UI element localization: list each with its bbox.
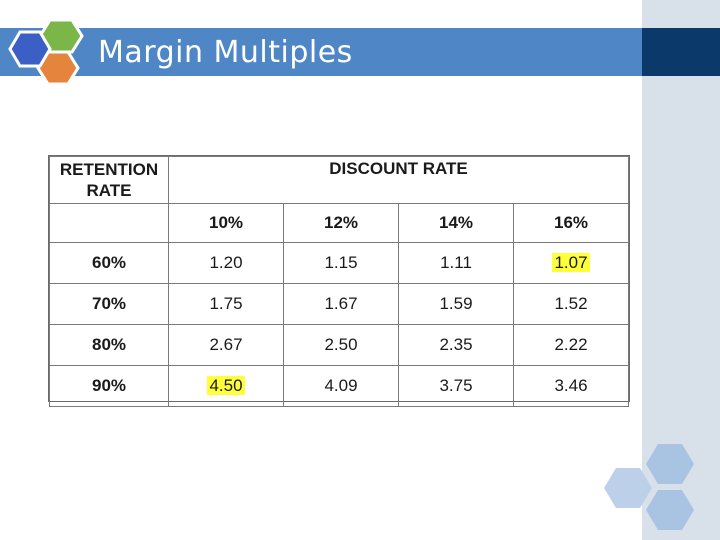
multiple-cell: 1.07 <box>513 242 629 284</box>
retention-rate-cell: 60% <box>49 242 169 284</box>
multiple-cell: 1.52 <box>513 283 629 325</box>
multiple-cell: 1.75 <box>168 283 284 325</box>
title-bar-accent <box>642 28 720 76</box>
retention-rate-cell: 80% <box>49 324 169 366</box>
retention-rate-cell: 70% <box>49 283 169 325</box>
retention-rate-header: RETENTION RATE <box>49 156 169 204</box>
multiple-value: 2.67 <box>209 335 243 354</box>
multiple-value: 3.75 <box>439 376 473 395</box>
table-row: 80% 2.67 2.50 2.35 2.22 <box>49 324 629 366</box>
multiple-value: 4.09 <box>324 376 358 395</box>
blue-hexagon <box>8 30 52 68</box>
decorative-hexagons-icon <box>604 444 694 530</box>
retention-rate-cell: 90% <box>49 365 169 407</box>
multiple-cell: 1.20 <box>168 242 284 284</box>
multiple-cell: 4.09 <box>283 365 399 407</box>
multiple-value: 1.11 <box>440 253 472 272</box>
multiple-cell: 2.22 <box>513 324 629 366</box>
highlighted-multiple-value: 4.50 <box>207 376 245 395</box>
discount-rate-cell: 10% <box>168 203 284 243</box>
multiple-value: 1.20 <box>209 253 243 272</box>
orange-hexagon <box>36 50 80 86</box>
discount-rate-cell: 14% <box>398 203 514 243</box>
highlighted-multiple-value: 1.07 <box>552 253 590 272</box>
title-bar <box>0 28 642 76</box>
margin-multiples-table: RETENTION RATE DISCOUNT RATE 10% 12% 14%… <box>48 155 630 407</box>
multiple-value: 1.59 <box>439 294 473 313</box>
multiple-cell: 2.67 <box>168 324 284 366</box>
discount-rate-cell: 16% <box>513 203 629 243</box>
multiple-cell: 1.59 <box>398 283 514 325</box>
multiple-cell: 1.11 <box>398 242 514 284</box>
discount-rate-row: 10% 12% 14% 16% <box>49 203 629 243</box>
multiple-cell: 4.50 <box>168 365 284 407</box>
slide-title: Margin Multiples <box>98 35 353 70</box>
multiple-value: 2.35 <box>439 335 473 354</box>
table-row: 90% 4.50 4.09 3.75 3.46 <box>49 365 629 407</box>
table-row: 60% 1.20 1.15 1.11 1.07 <box>49 242 629 284</box>
multiple-value: 1.67 <box>324 294 358 313</box>
table-row: 70% 1.75 1.67 1.59 1.52 <box>49 283 629 325</box>
multiple-cell: 1.15 <box>283 242 399 284</box>
hexagon-logo-icon <box>8 18 84 86</box>
multiple-value: 1.52 <box>554 294 588 313</box>
empty-corner-cell <box>49 203 169 243</box>
deco-hexagon <box>646 444 694 484</box>
multiple-value: 2.22 <box>554 335 588 354</box>
multiple-cell: 3.46 <box>513 365 629 407</box>
multiple-cell: 1.67 <box>283 283 399 325</box>
deco-hexagon <box>646 490 694 530</box>
multiple-cell: 3.75 <box>398 365 514 407</box>
multiple-value: 3.46 <box>554 376 588 395</box>
discount-rate-header: DISCOUNT RATE <box>168 156 629 204</box>
discount-rate-cell: 12% <box>283 203 399 243</box>
multiple-value: 1.75 <box>209 294 243 313</box>
deco-hexagon <box>604 468 652 508</box>
multiple-value: 2.50 <box>324 335 358 354</box>
multiple-cell: 2.35 <box>398 324 514 366</box>
table-grid: RETENTION RATE DISCOUNT RATE 10% 12% 14%… <box>49 156 629 407</box>
multiple-cell: 2.50 <box>283 324 399 366</box>
multiple-value: 1.15 <box>324 253 358 272</box>
